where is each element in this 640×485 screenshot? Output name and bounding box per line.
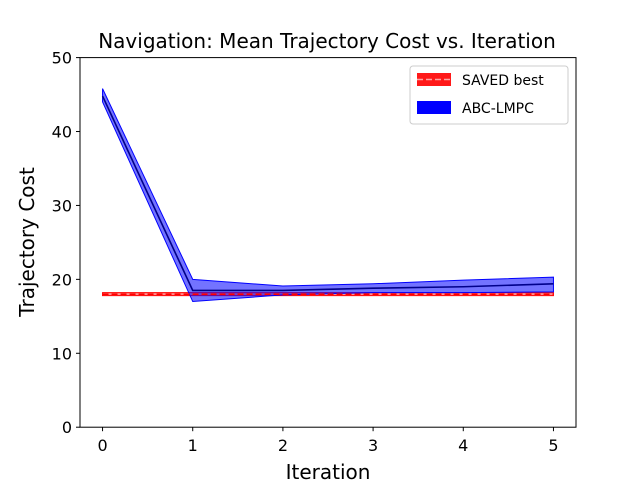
y-tick-label: 10 [52, 344, 72, 363]
x-tick-label: 1 [188, 436, 198, 455]
legend-label-abc-lmpc: ABC-LMPC [462, 101, 534, 117]
legend-label-saved-best: SAVED best [462, 73, 544, 89]
legend: SAVED best ABC-LMPC [409, 65, 569, 125]
x-axis-ticks: 0 1 2 3 4 5 [97, 427, 559, 455]
y-axis-ticks: 0 10 20 30 40 50 [52, 49, 80, 437]
plot-area-frame [79, 57, 577, 428]
y-tick-label: 30 [52, 196, 72, 215]
legend-item-abc-lmpc: ABC-LMPC [417, 101, 534, 117]
chart-title: Navigation: Mean Trajectory Cost vs. Ite… [98, 29, 556, 53]
y-tick-label: 40 [52, 123, 72, 142]
y-tick-label: 20 [52, 270, 72, 289]
y-tick-label: 0 [62, 418, 72, 437]
y-tick-label: 50 [52, 49, 72, 68]
x-tick-label: 5 [548, 436, 558, 455]
y-axis-label: Trajectory Cost [15, 167, 39, 318]
x-tick-label: 2 [278, 436, 288, 455]
x-tick-label: 0 [97, 436, 107, 455]
legend-swatch-saved-best [417, 73, 451, 86]
abc-lmpc-band [102, 88, 554, 303]
series-lines [101, 95, 554, 295]
x-axis-label: Iteration [286, 460, 371, 480]
abc-lmpc-line [101, 95, 554, 292]
legend-item-saved-best: SAVED best [417, 73, 544, 89]
legend-items: SAVED best ABC-LMPC [417, 73, 544, 117]
x-tick-label: 3 [368, 436, 378, 455]
legend-swatch-abc-lmpc [417, 101, 451, 114]
x-tick-label: 4 [458, 436, 468, 455]
